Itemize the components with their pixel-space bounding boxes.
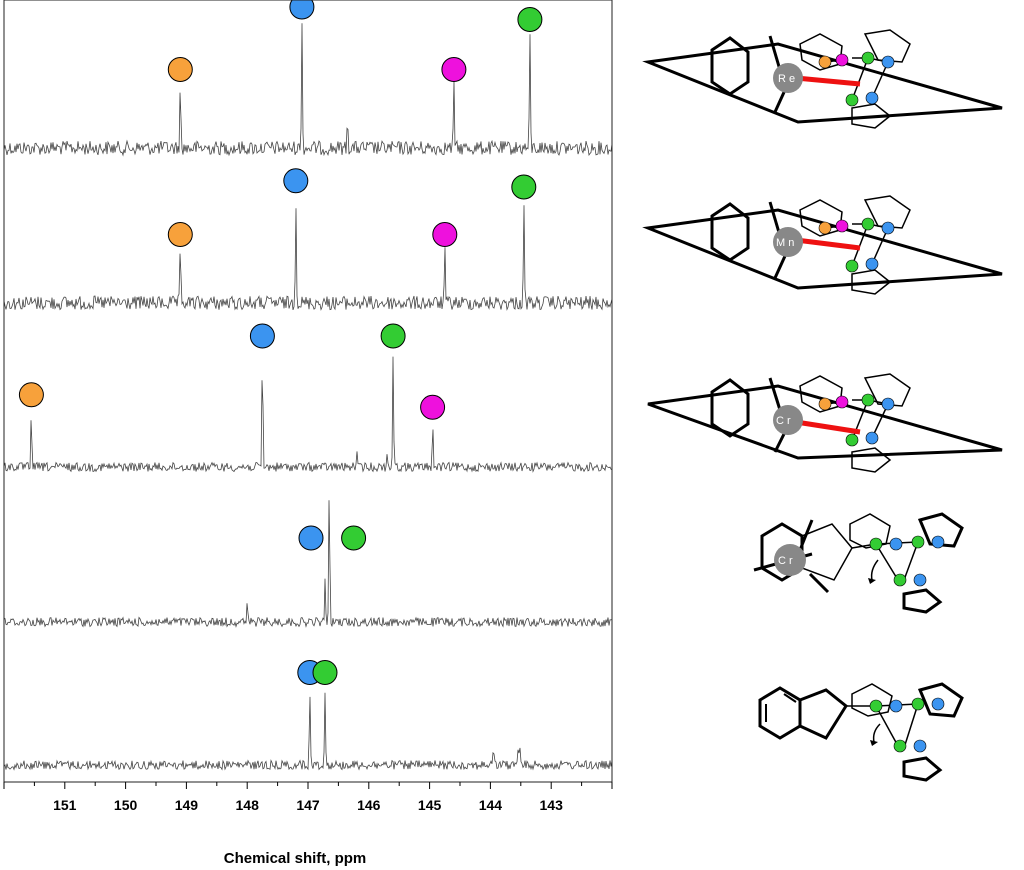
peak-marker-orange-3-1 <box>18 382 44 408</box>
x-tick-label-146: 146 <box>357 797 381 813</box>
metal-label-2: M n <box>776 237 794 249</box>
spectrum-trace-5 <box>3 692 613 771</box>
peak-marker-blue-4-2 <box>298 525 324 551</box>
molecule-structure-1: R e <box>642 29 1003 129</box>
x-tick-label-143: 143 <box>540 797 564 813</box>
nmr-chart: 151 150 149 148 147 146 145 144 143 <box>3 0 613 813</box>
spectrum-trace-3 <box>3 356 613 473</box>
peak-marker-orange-2-1 <box>167 222 193 247</box>
molecule-structure-2: M n <box>642 195 1003 295</box>
peak-marker-magenta-3-4 <box>420 394 446 420</box>
x-tick-label-148: 148 <box>236 797 260 813</box>
x-tick-label-150: 150 <box>114 797 138 813</box>
x-tick-label-144: 144 <box>479 797 503 813</box>
spectrum-trace-4 <box>3 500 613 628</box>
molecule-structures: R e M n <box>642 29 1003 782</box>
peak-marker-green-2-4 <box>511 174 537 200</box>
molecule-structure-4: C r <box>753 512 964 614</box>
x-tick-label-151: 151 <box>53 797 77 813</box>
peak-marker-blue-2-2 <box>283 168 309 194</box>
spectra-layer <box>3 23 613 771</box>
x-axis-label: Chemical shift, ppm <box>223 850 367 867</box>
peak-marker-magenta-2-3 <box>432 222 458 247</box>
metal-label-3: C r <box>776 415 791 427</box>
x-axis: 151 150 149 148 147 146 145 144 143 <box>3 0 613 813</box>
peak-marker-blue-1-2 <box>289 0 315 20</box>
x-tick-label-145: 145 <box>418 797 442 813</box>
spectrum-trace-1 <box>3 23 613 157</box>
molecule-structure-3: C r <box>647 373 1003 473</box>
peak-marker-green-4-1 <box>341 525 367 551</box>
peak-marker-green-3-3 <box>380 323 406 349</box>
peak-marker-blue-3-2 <box>249 323 275 349</box>
peak-marker-orange-1-1 <box>167 57 193 82</box>
x-tick-label-147: 147 <box>296 797 320 813</box>
peak-marker-green-1-4 <box>517 7 543 32</box>
metal-label-1: R e <box>778 73 795 85</box>
peak-marker-magenta-1-3 <box>441 57 467 82</box>
molecule-structure-5 <box>758 682 964 782</box>
peak-markers-layer <box>18 0 543 685</box>
x-tick-label-149: 149 <box>175 797 199 813</box>
spectrum-trace-2 <box>3 205 613 311</box>
metal-label-4: C r <box>778 555 793 567</box>
peak-marker-green-5-2 <box>312 660 338 685</box>
